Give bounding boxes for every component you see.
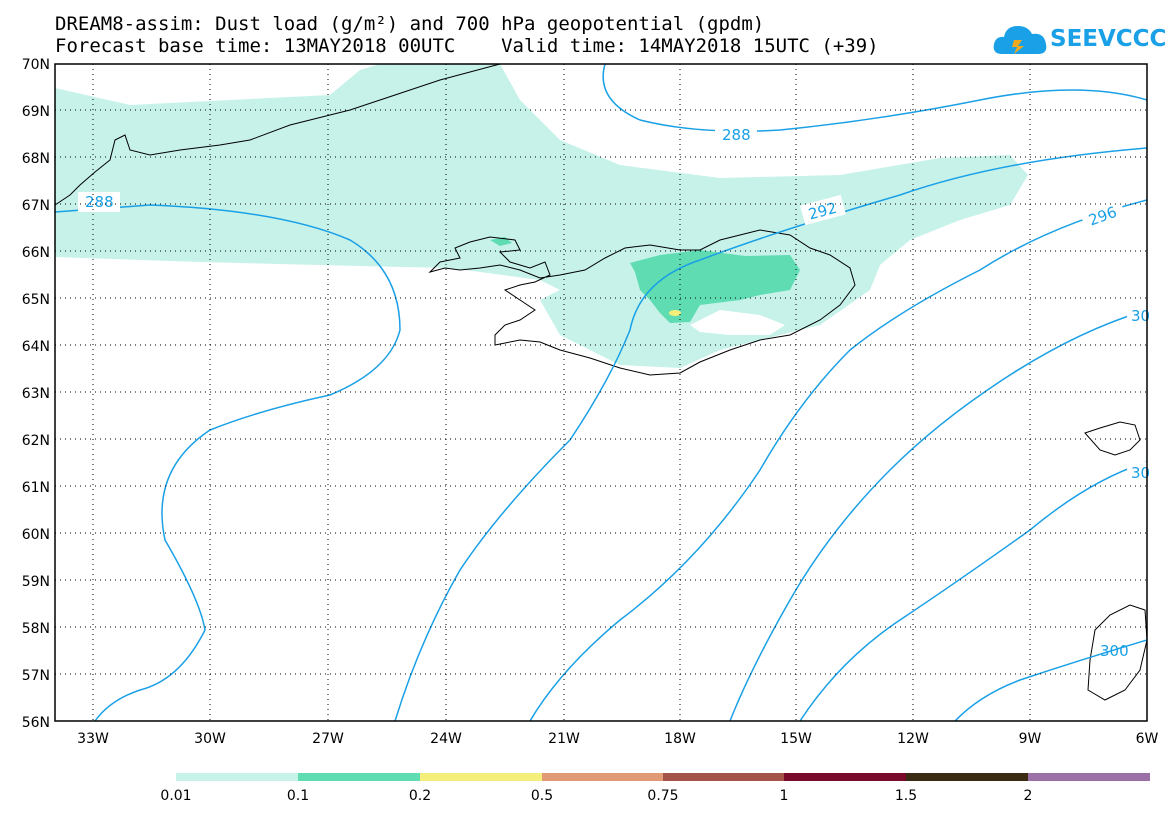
colorbar-label: 0.2 [409, 788, 431, 804]
colorbar-segment [420, 773, 542, 781]
lat-label: 65N [22, 292, 50, 308]
lat-label: 66N [22, 245, 50, 261]
coastlines [54, 63, 1148, 701]
dust-region-medium [630, 250, 800, 323]
colorbar-segment [1028, 773, 1150, 781]
lon-label: 33W [77, 731, 109, 747]
geopotential-contours [54, 63, 1148, 722]
map-title: DREAM8-assim: Dust load (g/m²) and 700 h… [55, 13, 765, 35]
lon-label: 9W [1019, 731, 1042, 747]
hebrides-coast [1087, 604, 1148, 701]
lat-label: 67N [22, 198, 50, 214]
contour-296 [529, 199, 1148, 722]
colorbar-label: 0.01 [160, 788, 191, 804]
lon-label: 6W [1136, 731, 1159, 747]
lon-label: 24W [430, 731, 462, 747]
lon-label: 27W [312, 731, 344, 747]
contour-300a [729, 309, 1148, 722]
colorbar-segment [906, 773, 1028, 781]
contour-label: 30 [1131, 464, 1150, 482]
colorbar-segment [298, 773, 420, 781]
seevccc-logo: SEEVCCC [992, 20, 1166, 60]
map-subtitle: Forecast base time: 13MAY2018 00UTC Vali… [55, 35, 879, 57]
lon-label: 12W [897, 731, 929, 747]
dust-region-light [55, 64, 1028, 368]
lon-label: 18W [664, 731, 696, 747]
lat-label: 70N [22, 57, 50, 73]
map-frame [54, 63, 1148, 722]
lat-label: 62N [22, 433, 50, 449]
white-hole [690, 310, 785, 335]
dust-region-high [669, 310, 681, 316]
contour-292 [394, 147, 1148, 722]
contour-label: 30 [1131, 307, 1150, 325]
lon-label: 21W [548, 731, 580, 747]
colorbar-label: 0.5 [531, 788, 553, 804]
contour-label: 300 [1100, 642, 1129, 660]
greenland-coast [54, 63, 501, 206]
colorbar-segment [542, 773, 663, 781]
colorbar-label: 2 [1024, 788, 1033, 804]
lat-label: 60N [22, 527, 50, 543]
lat-label: 64N [22, 339, 50, 355]
colorbar-segment [663, 773, 784, 781]
lat-label: 59N [22, 574, 50, 590]
colorbar-label: 1.5 [895, 788, 917, 804]
gridlines [55, 64, 1147, 721]
lat-label: 68N [22, 151, 50, 167]
dust-load-shading [55, 64, 1028, 368]
colorbar-segment [176, 773, 298, 781]
scotland-coast [1084, 421, 1141, 456]
contour-label: 288 [85, 193, 114, 211]
contour-300b [799, 461, 1148, 722]
lat-label: 58N [22, 621, 50, 637]
colorbar-segment [784, 773, 906, 781]
colorbar: 0.01 0.1 0.2 0.5 0.75 1 1.5 2 [160, 773, 1150, 804]
colorbar-label: 0.1 [287, 788, 309, 804]
contour-288-north [602, 63, 1148, 132]
lat-label: 63N [22, 386, 50, 402]
lat-label: 57N [22, 668, 50, 684]
lat-label: 56N [22, 715, 50, 731]
lat-labels: 70N 69N 68N 67N 66N 65N 64N 63N 62N 61N … [22, 57, 50, 731]
lat-label: 69N [22, 104, 50, 120]
colorbar-label: 0.75 [647, 788, 678, 804]
contour-288-west [54, 204, 401, 722]
lon-labels: 33W 30W 27W 24W 21W 18W 15W 12W 9W 6W [77, 731, 1158, 747]
lon-label: 30W [194, 731, 226, 747]
logo-text: SEEVCCC [1050, 26, 1167, 52]
iceland-coast [428, 229, 856, 376]
contour-label: 288 [722, 126, 751, 144]
contour-300c [954, 639, 1148, 722]
lon-label: 15W [780, 731, 812, 747]
colorbar-label: 1 [780, 788, 789, 804]
cloud-icon [993, 26, 1047, 54]
lat-label: 61N [22, 480, 50, 496]
